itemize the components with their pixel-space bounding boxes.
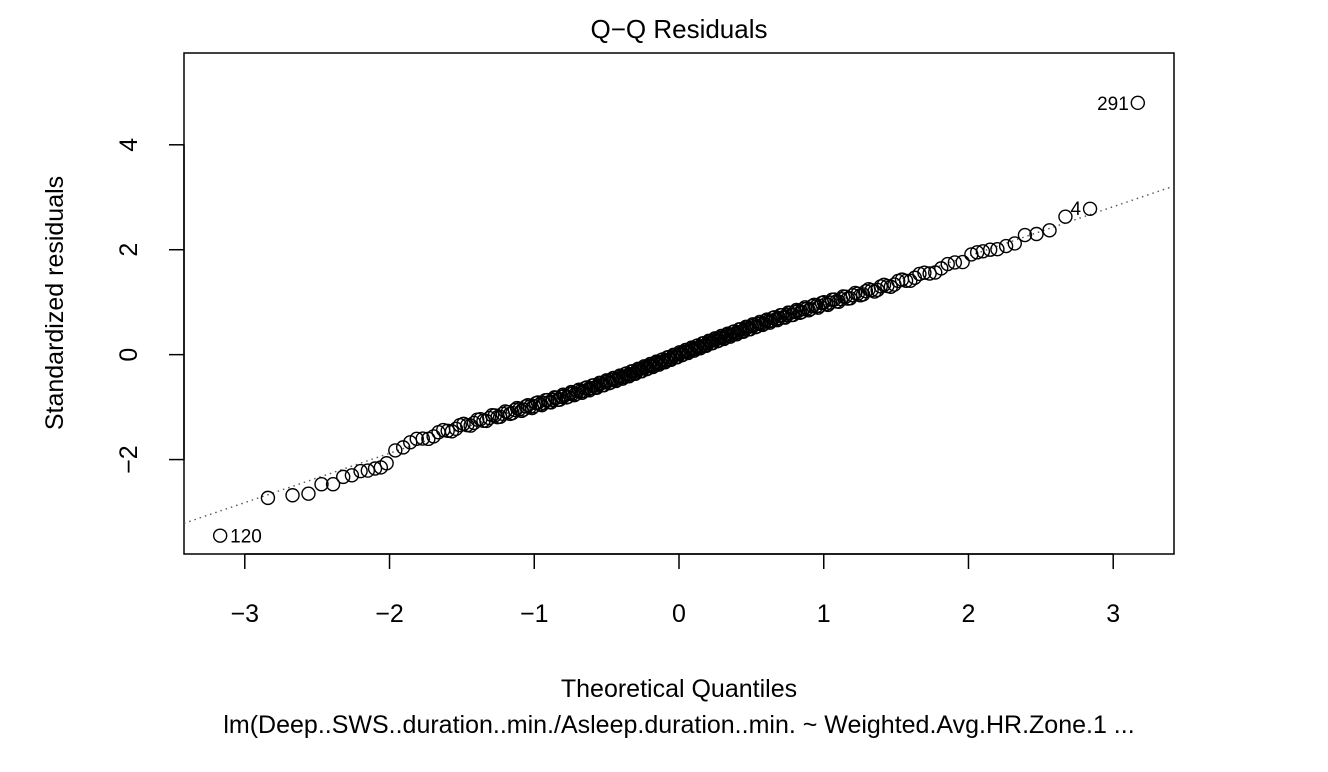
x-tick-label: −3 [231, 600, 260, 628]
x-tick-label: −2 [375, 600, 404, 628]
data-point [516, 402, 531, 417]
data-point [782, 305, 798, 321]
data-point [379, 456, 394, 471]
data-point [990, 242, 1005, 257]
data-point [360, 463, 376, 478]
y-tick-label: 4 [115, 138, 143, 152]
data-point [325, 477, 341, 492]
data-point [947, 255, 963, 270]
data-point [526, 399, 542, 414]
data-point [982, 242, 998, 257]
data-point [1130, 95, 1146, 111]
data-point [672, 345, 687, 360]
data-point [314, 477, 329, 492]
data-point [998, 238, 1014, 254]
data-point [579, 380, 594, 395]
data-point [415, 431, 430, 446]
x-tick-label: 0 [672, 600, 686, 628]
data-point [344, 468, 360, 483]
data-point [301, 486, 316, 501]
data-point [285, 488, 300, 503]
data-point [637, 359, 652, 374]
data-point [367, 461, 383, 476]
data-point [212, 528, 228, 543]
data-point [855, 287, 871, 302]
data-point [440, 423, 455, 438]
data-point [507, 402, 523, 418]
data-point [912, 266, 927, 282]
x-tick-label: 2 [962, 600, 976, 628]
data-point [629, 364, 644, 379]
data-point [922, 266, 937, 281]
data-point [917, 265, 932, 280]
data-point [353, 463, 368, 479]
data-point [1042, 223, 1057, 238]
data-point [843, 291, 858, 306]
data-point [520, 397, 536, 413]
x-tick-label: −1 [520, 600, 549, 628]
point-label: 4 [1070, 199, 1081, 220]
plot-frame [183, 52, 1175, 555]
y-tick-label: 2 [115, 243, 143, 257]
x-axis-label: Theoretical Quantiles [561, 675, 797, 703]
data-point [858, 283, 874, 299]
data-point [549, 390, 564, 405]
point-label: 291 [1097, 94, 1129, 115]
data-point [1029, 226, 1044, 242]
point-labels-layer: 291 4 120 [230, 94, 1129, 548]
x-tick-label: 3 [1106, 600, 1120, 628]
points-layer [212, 95, 1146, 543]
y-axis-label: Standardized residuals [41, 176, 69, 430]
x-axis: −3 −2 −1 0 1 2 3 [231, 553, 1120, 628]
data-point [409, 431, 424, 447]
x-tick-label: 1 [817, 600, 831, 628]
data-point [1058, 209, 1073, 224]
data-point [1007, 236, 1022, 251]
chart-title: Q−Q Residuals [590, 14, 767, 44]
data-point [955, 254, 970, 270]
data-point [1017, 227, 1033, 243]
data-point [1082, 201, 1098, 217]
point-label: 120 [230, 527, 262, 548]
data-point [812, 298, 828, 314]
data-point [975, 244, 991, 259]
data-point [940, 256, 955, 272]
data-point [898, 273, 914, 288]
data-point [395, 440, 411, 455]
data-point [336, 469, 351, 485]
data-point [903, 273, 918, 289]
y-tick-label: 0 [115, 348, 143, 362]
data-point [807, 297, 822, 312]
data-point [260, 490, 276, 506]
y-axis: −2 0 2 4 [115, 138, 185, 474]
data-point [822, 295, 838, 310]
data-point [388, 443, 403, 458]
y-tick-label: −2 [115, 445, 143, 474]
chart-subtitle: lm(Deep..SWS..duration..min./Asleep.dura… [223, 711, 1134, 739]
